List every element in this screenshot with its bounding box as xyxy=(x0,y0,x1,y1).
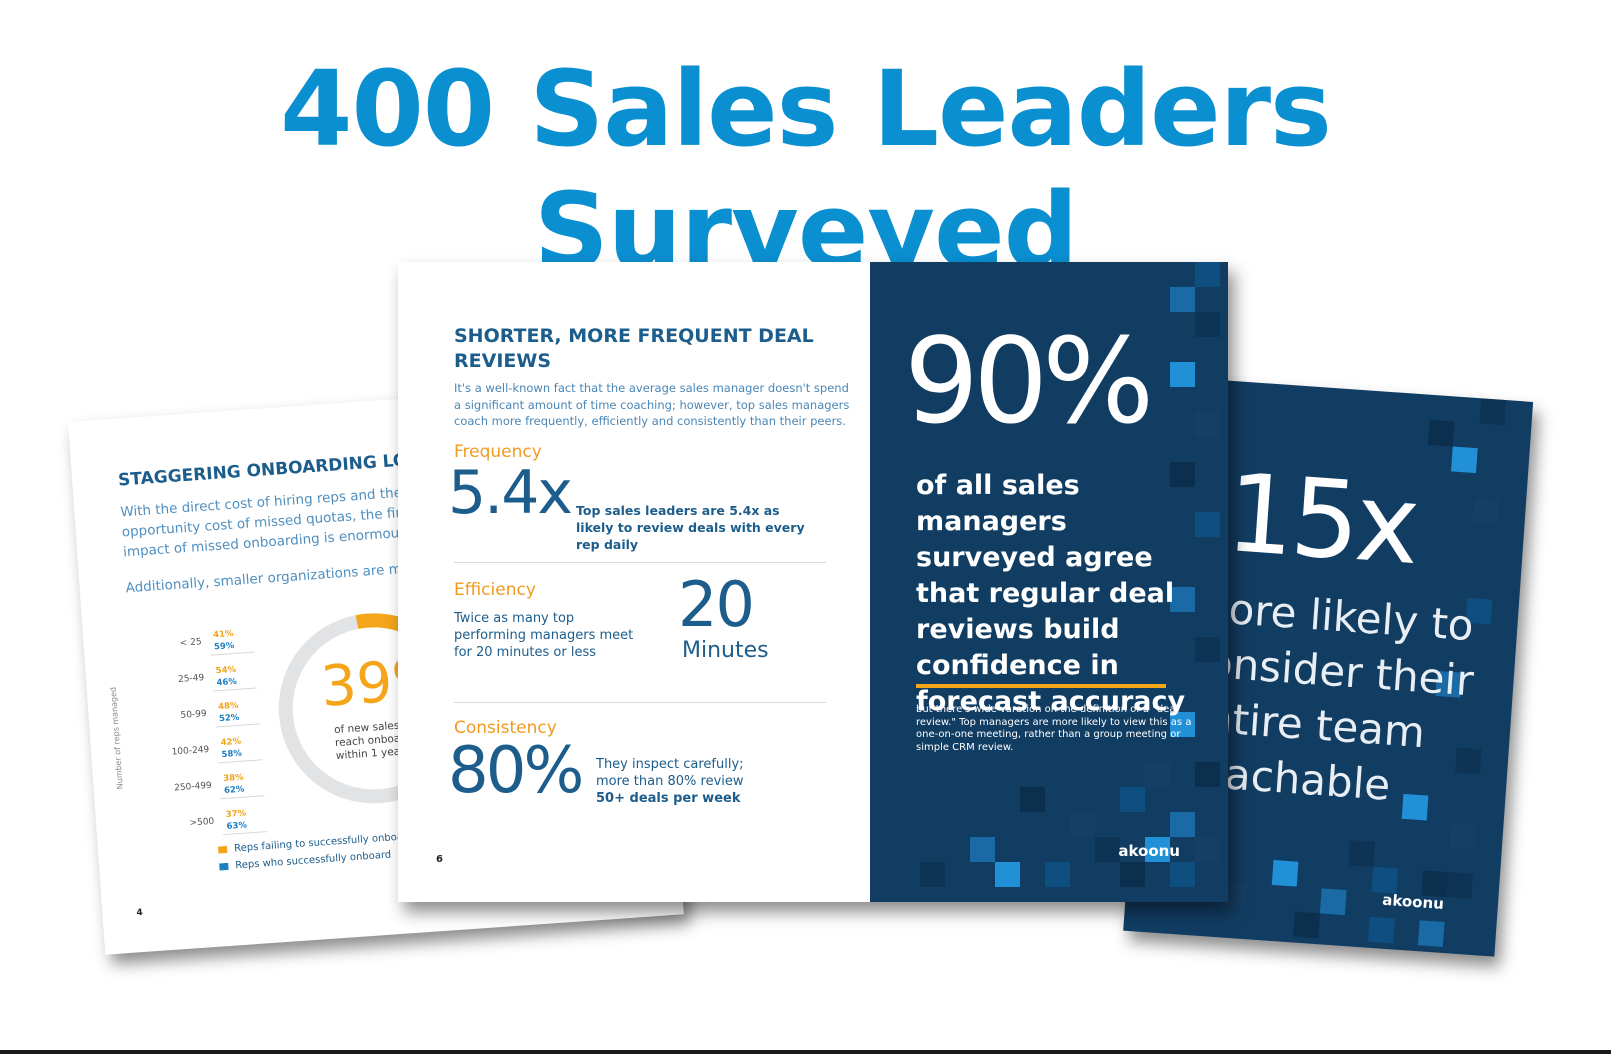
pixel-tile xyxy=(1319,888,1347,916)
akoonu-logo: akoonu xyxy=(1118,842,1180,860)
row-success-value: 59% xyxy=(213,640,235,653)
pixel-tile xyxy=(1472,498,1500,525)
page-headline: 400 Sales Leaders Surveyed xyxy=(280,48,1332,292)
pixel-tile xyxy=(1271,859,1299,887)
pixel-tile xyxy=(995,862,1020,887)
efficiency-text: Twice as many top performing managers me… xyxy=(454,611,634,660)
center-page-intro: It's a well-known fact that the average … xyxy=(454,381,850,428)
pixel-tile xyxy=(1170,462,1195,487)
pixel-tile xyxy=(1195,512,1220,537)
pixel-tile xyxy=(1045,862,1070,887)
row-success-value: 58% xyxy=(221,748,243,761)
pixel-tile xyxy=(1070,812,1095,837)
pixel-tile xyxy=(1170,712,1195,737)
consistency-text-3: 50+ deals per week xyxy=(596,791,741,806)
pixel-tile xyxy=(1170,587,1195,612)
frequency-label: Frequency xyxy=(454,442,542,462)
efficiency-label: Efficiency xyxy=(454,580,536,600)
pixel-tile xyxy=(1195,637,1220,662)
pixel-tile xyxy=(1145,837,1170,862)
stat-value: 90% xyxy=(904,312,1154,450)
pixel-tile xyxy=(1417,920,1445,947)
efficiency-value: 20 xyxy=(678,568,755,641)
row-success-value: 63% xyxy=(226,820,248,832)
row-success-value: 62% xyxy=(223,784,245,796)
orange-divider xyxy=(916,684,1166,688)
right-stat-value: 15x xyxy=(1222,450,1420,589)
pixel-tile xyxy=(1020,787,1045,812)
consistency-text-1: They inspect carefully; xyxy=(596,757,744,772)
efficiency-unit: Minutes xyxy=(682,638,769,663)
section-divider xyxy=(454,702,826,703)
bottom-border xyxy=(0,1050,1611,1054)
brochure-page-center: SHORTER, MORE FREQUENT DEAL REVIEWS It's… xyxy=(398,262,1228,902)
page-number: 6 xyxy=(436,854,443,865)
pixel-tile xyxy=(1195,262,1220,287)
page-number: 4 xyxy=(136,907,144,919)
center-page-title: SHORTER, MORE FREQUENT DEAL REVIEWS xyxy=(454,325,814,372)
consistency-label: Consistency xyxy=(454,718,557,738)
pixel-tile xyxy=(1348,840,1376,867)
row-divider xyxy=(210,651,255,656)
row-category: 100-249 xyxy=(171,744,210,758)
center-right-panel: 90% of all sales managers surveyed agree… xyxy=(870,262,1228,902)
row-failing-value: 48% xyxy=(217,700,239,713)
row-category: 250-499 xyxy=(173,780,213,794)
akoonu-logo: akoonu xyxy=(1381,890,1445,913)
legend-swatch-orange xyxy=(217,845,228,854)
pixel-tile xyxy=(1451,446,1478,474)
row-success-value: 46% xyxy=(216,676,238,689)
pixel-tile xyxy=(1145,762,1170,787)
section-divider xyxy=(454,562,826,563)
center-left-panel: SHORTER, MORE FREQUENT DEAL REVIEWS It's… xyxy=(398,262,870,902)
row-divider xyxy=(215,723,260,728)
pixel-tile xyxy=(1371,866,1399,894)
pixel-tile xyxy=(1195,837,1220,862)
pixel-tile xyxy=(1120,787,1145,812)
pixel-tile xyxy=(1479,398,1507,426)
pixel-tile xyxy=(1170,862,1195,887)
row-failing-value: 38% xyxy=(222,772,244,785)
pixel-tile xyxy=(1449,822,1477,849)
pixel-tile xyxy=(1170,287,1195,312)
pixel-tile xyxy=(970,837,995,862)
pixel-tile xyxy=(1293,911,1320,939)
row-category: >500 xyxy=(189,816,215,829)
pixel-tile xyxy=(1120,862,1145,887)
pixel-tile xyxy=(1195,762,1220,787)
stat-text: of all sales managers surveyed agree tha… xyxy=(916,470,1186,717)
pixel-tile xyxy=(1195,312,1220,337)
row-failing-value: 54% xyxy=(215,664,237,677)
pixel-tile xyxy=(1368,916,1395,944)
legend-swatch-blue xyxy=(219,862,229,871)
pixel-tile xyxy=(1446,872,1474,899)
row-failing-value: 37% xyxy=(225,808,247,820)
pixel-tile xyxy=(1095,837,1120,862)
consistency-value: 80% xyxy=(448,734,584,808)
row-failing-value: 42% xyxy=(220,736,242,749)
row-failing-value: 41% xyxy=(212,628,234,641)
frequency-value: 5.4x xyxy=(448,458,573,528)
axis-label: Number of reps managed xyxy=(108,686,125,790)
row-success-value: 52% xyxy=(218,712,240,725)
legend-label: Reps who successfully onboard xyxy=(234,849,392,872)
row-divider xyxy=(223,831,268,836)
pixel-tile xyxy=(1170,362,1195,387)
pixel-tile xyxy=(1427,419,1455,447)
consistency-text-2: more than 80% review xyxy=(596,774,744,789)
row-category: 50-99 xyxy=(180,709,208,721)
pixel-tile xyxy=(1195,412,1220,437)
frequency-text: Top sales leaders are 5.4x as likely to … xyxy=(576,503,805,552)
stat-footnote: but there's wide varation on the definit… xyxy=(916,704,1192,753)
pixel-tile xyxy=(1170,812,1195,837)
row-category: < 25 xyxy=(179,637,203,649)
pixel-tile xyxy=(920,862,945,887)
row-category: 25-49 xyxy=(177,673,205,685)
